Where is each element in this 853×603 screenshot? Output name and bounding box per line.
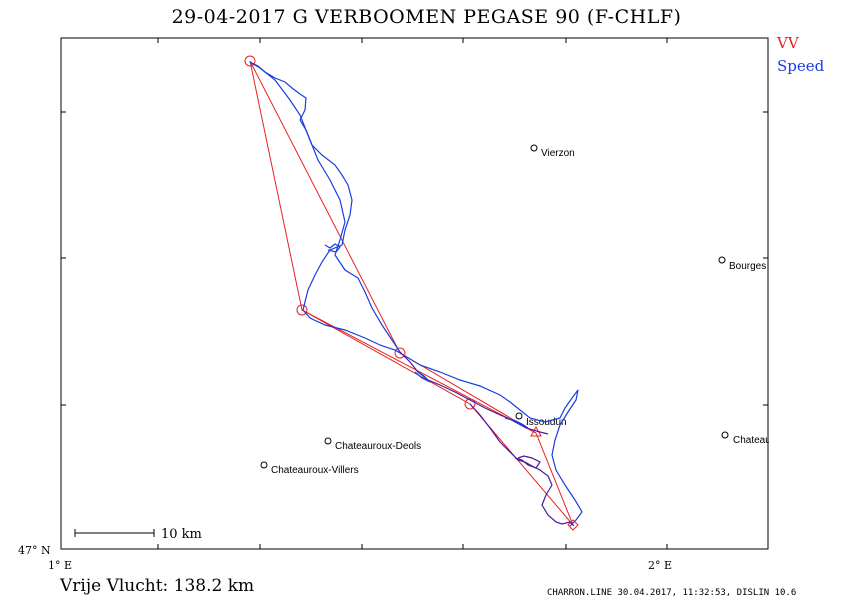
task-route <box>244 55 579 531</box>
y-bottom-label: 47° N <box>18 544 51 557</box>
footer-text: CHARRON.LINE 30.04.2017, 11:32:53, DISLI… <box>547 588 797 598</box>
city-chateauroux-villers: Chateauroux-Villers <box>260 461 359 476</box>
scale-label: 10 km <box>161 527 202 542</box>
label-mask <box>769 255 853 285</box>
legend-speed: Speed <box>777 57 825 75</box>
x-left-label: 1° E <box>48 559 72 572</box>
city-bourges: Bourges <box>718 256 766 272</box>
scale-bar <box>74 529 155 537</box>
map-frame <box>60 37 769 550</box>
flight-track <box>249 61 583 527</box>
x-right-label: 2° E <box>648 559 672 572</box>
distance-label: Vrije Vlucht: 138.2 km <box>60 576 255 596</box>
city-label: Vierzon <box>541 148 575 159</box>
city-label: Issoudun <box>526 417 567 428</box>
city-label: Chateauroux-Deols <box>335 441 421 452</box>
legend-vv: VV <box>777 34 799 52</box>
city-vierzon: Vierzon <box>530 144 575 159</box>
map-title: 29-04-2017 G VERBOOMEN PEGASE 90 (F-CHLF… <box>171 6 682 28</box>
city-label: Chateauroux-Villers <box>271 465 359 476</box>
city-issoudun: Issoudun <box>515 412 567 428</box>
left-ticks <box>61 38 768 549</box>
city-label: Bourges <box>729 261 766 272</box>
city-chateauroux-deols: Chateauroux-Deols <box>324 437 421 452</box>
label-mask <box>769 428 853 448</box>
